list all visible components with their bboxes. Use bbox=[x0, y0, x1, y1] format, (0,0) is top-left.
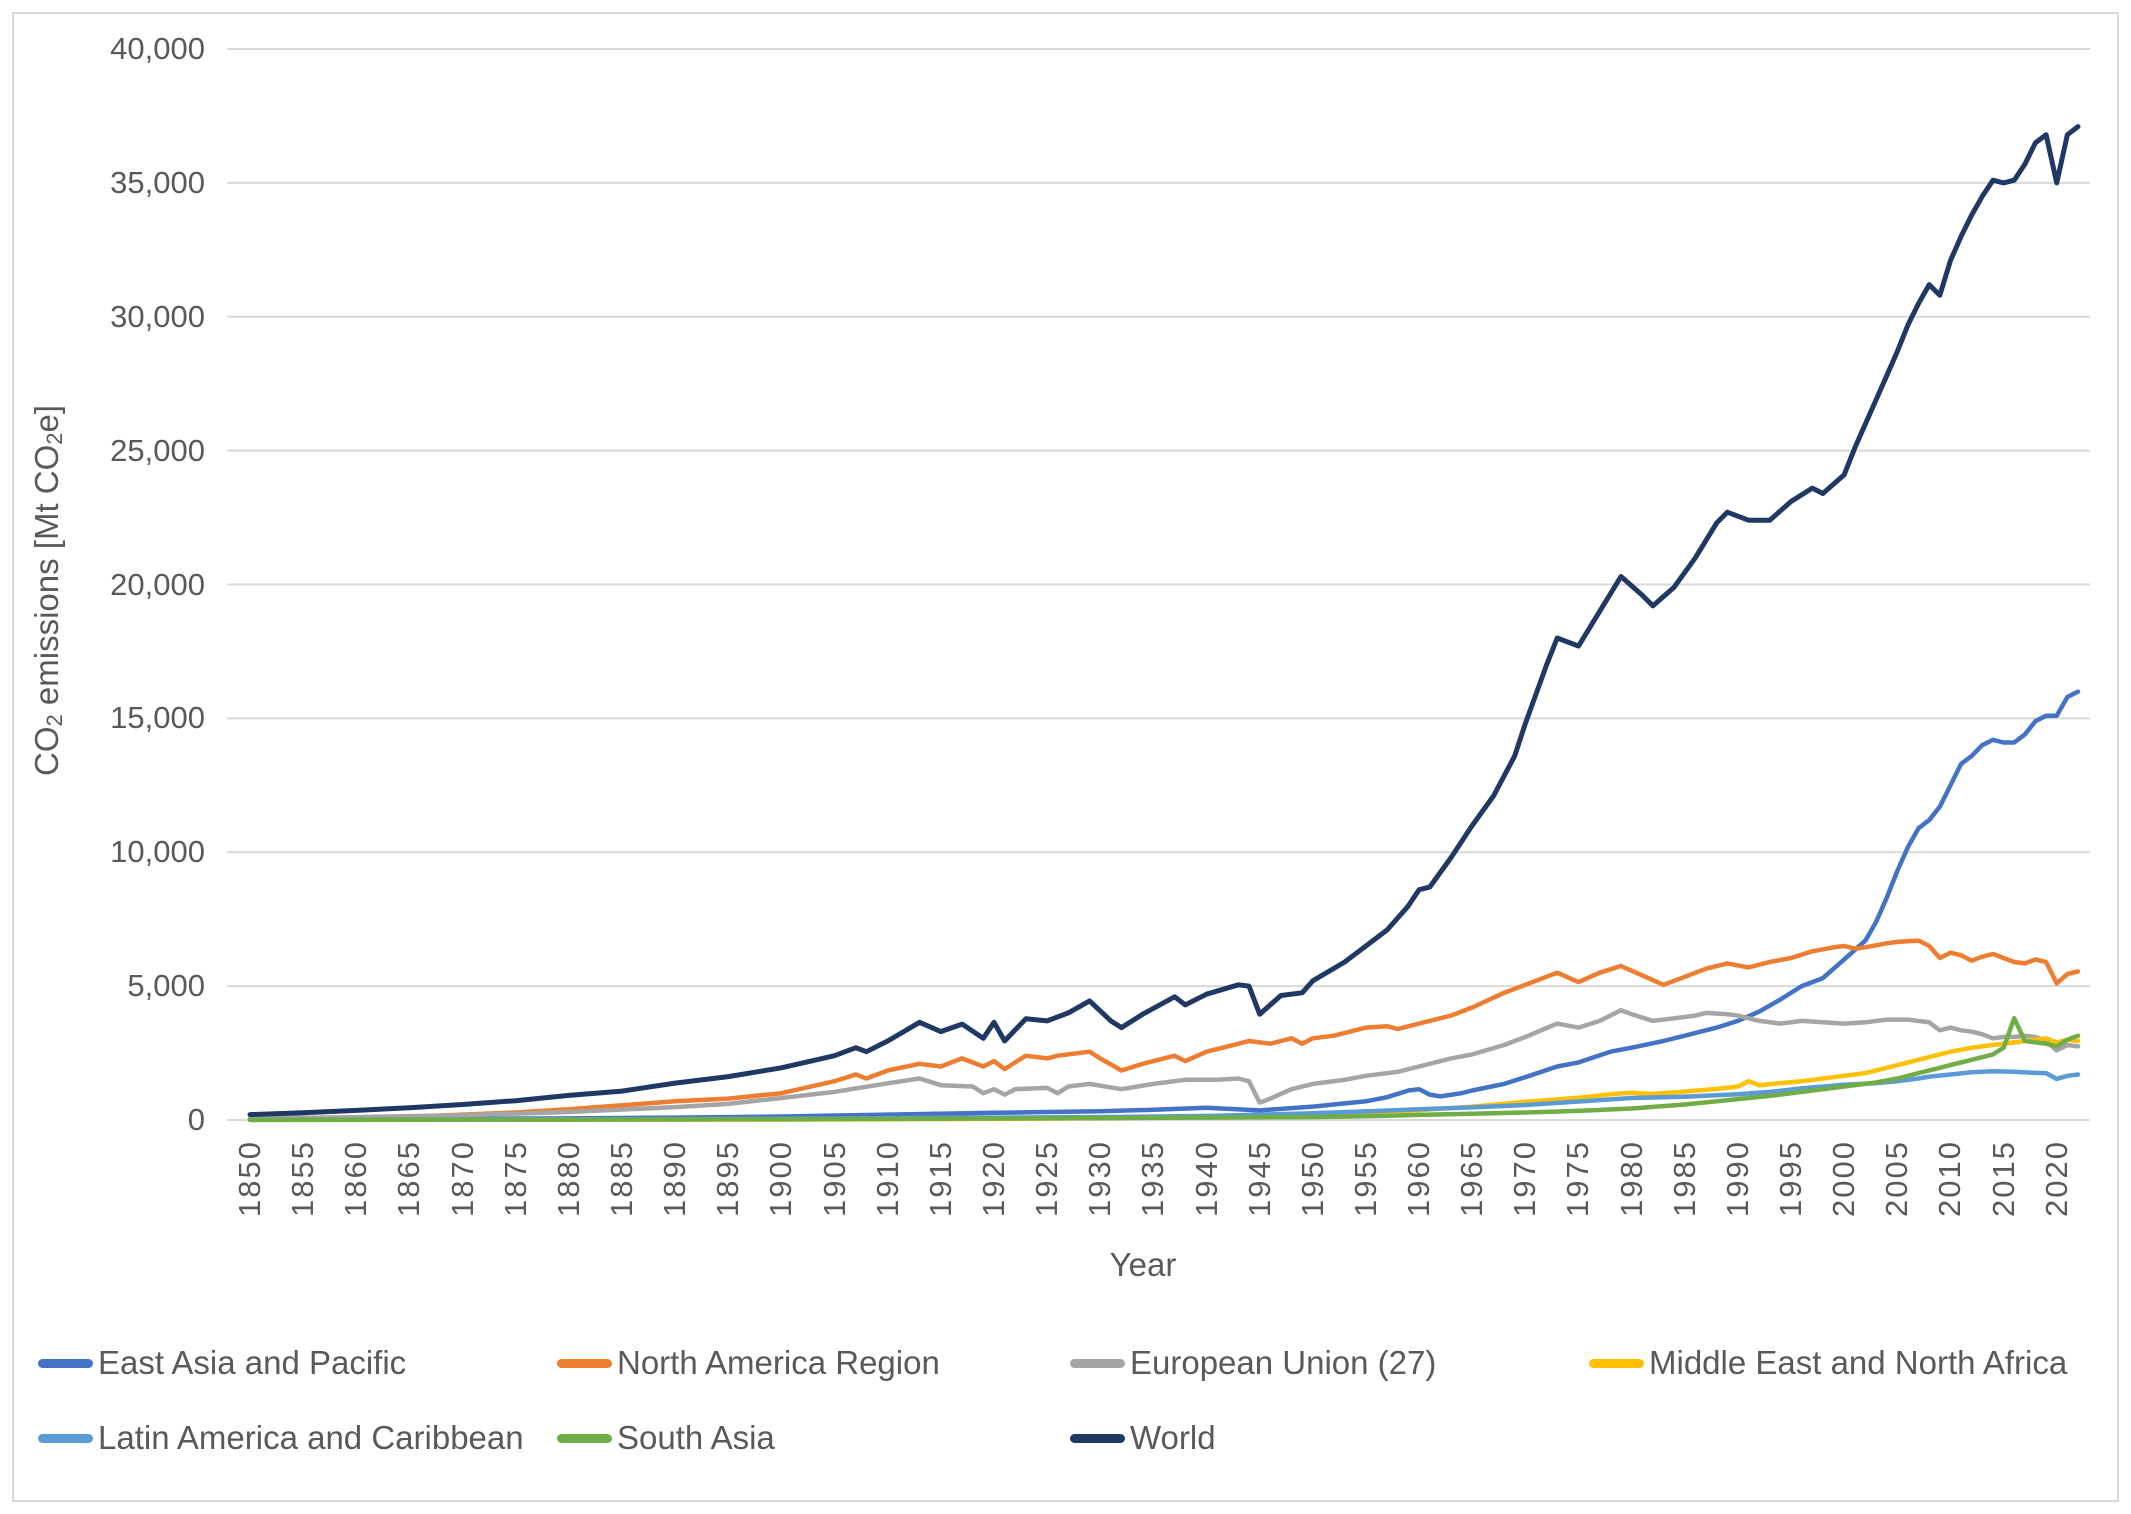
legend-swatch bbox=[1070, 1358, 1125, 1368]
x-tick-label: 1865 bbox=[391, 1140, 426, 1217]
legend-swatch bbox=[1070, 1433, 1125, 1443]
x-tick-label: 1850 bbox=[232, 1140, 267, 1217]
y-tick-label: 10,000 bbox=[110, 834, 205, 869]
x-tick-label: 1990 bbox=[1720, 1140, 1755, 1217]
series-line-south-asia bbox=[247, 1016, 2081, 1123]
x-tick-label: 1900 bbox=[763, 1140, 798, 1217]
legend-item-world: World bbox=[1070, 1416, 1216, 1460]
legend-label: Latin America and Caribbean bbox=[98, 1419, 524, 1456]
y-tick-label: 5,000 bbox=[127, 968, 205, 1003]
x-tick-label: 1925 bbox=[1029, 1140, 1064, 1217]
x-tick-label: 2000 bbox=[1826, 1140, 1861, 1217]
x-tick-label: 2020 bbox=[2039, 1140, 2074, 1217]
series-line-european-union-27- bbox=[247, 1007, 2081, 1121]
x-tick-label: 1910 bbox=[870, 1140, 905, 1217]
x-tick-label: 1870 bbox=[445, 1140, 480, 1217]
x-tick-label: 1965 bbox=[1454, 1140, 1489, 1217]
x-tick-label: 1940 bbox=[1189, 1140, 1224, 1217]
legend-swatch bbox=[1589, 1358, 1644, 1368]
x-tick-label: 1895 bbox=[710, 1140, 745, 1217]
legend-item-north-america-region: North America Region bbox=[557, 1341, 940, 1385]
legend-label: North America Region bbox=[617, 1344, 940, 1381]
x-tick-label: 1950 bbox=[1295, 1140, 1330, 1217]
legend-label: South Asia bbox=[617, 1419, 775, 1456]
x-tick-label: 1875 bbox=[498, 1140, 533, 1217]
legend-label: East Asia and Pacific bbox=[98, 1344, 407, 1381]
x-tick-label: 1860 bbox=[338, 1140, 373, 1217]
legend-item-middle-east-and-north-africa: Middle East and North Africa bbox=[1589, 1341, 2067, 1385]
x-tick-label: 1955 bbox=[1348, 1140, 1383, 1217]
x-tick-label: 1935 bbox=[1135, 1140, 1170, 1217]
legend-label: Middle East and North Africa bbox=[1649, 1344, 2068, 1381]
x-tick-label: 1930 bbox=[1082, 1140, 1117, 1217]
x-tick-label: 1995 bbox=[1773, 1140, 1808, 1217]
y-axis-title-text: CO2 emissions [Mt CO2e] bbox=[28, 404, 67, 776]
x-tick-label: 1890 bbox=[657, 1140, 692, 1217]
chart-border bbox=[12, 12, 2119, 1502]
legend-label: World bbox=[1130, 1419, 1216, 1456]
x-tick-label: 1885 bbox=[604, 1140, 639, 1217]
legend-item-latin-america-and-caribbean: Latin America and Caribbean bbox=[38, 1416, 524, 1460]
series-line-north-america-region bbox=[247, 938, 2081, 1122]
x-tick-label: 1880 bbox=[551, 1140, 586, 1217]
x-tick-label: 1975 bbox=[1560, 1140, 1595, 1217]
y-tick-label: 40,000 bbox=[110, 31, 205, 66]
legend-item-european-union-27-: European Union (27) bbox=[1070, 1341, 1436, 1385]
legend-swatch bbox=[38, 1433, 93, 1443]
legend-swatch bbox=[38, 1358, 93, 1368]
x-tick-label: 1855 bbox=[285, 1140, 320, 1217]
y-tick-label: 20,000 bbox=[110, 567, 205, 602]
x-tick-label: 2015 bbox=[1986, 1140, 2021, 1217]
legend-item-east-asia-and-pacific: East Asia and Pacific bbox=[38, 1341, 406, 1385]
y-tick-label: 25,000 bbox=[110, 433, 205, 468]
x-tick-label: 1985 bbox=[1667, 1140, 1702, 1217]
x-tick-label: 1980 bbox=[1614, 1140, 1649, 1217]
series-line-east-asia-and-pacific bbox=[247, 689, 2081, 1122]
y-tick-label: 15,000 bbox=[110, 700, 205, 735]
legend-swatch bbox=[557, 1433, 612, 1443]
x-tick-label: 1905 bbox=[817, 1140, 852, 1217]
series-line-world bbox=[247, 124, 2081, 1118]
y-axis-title: CO2 emissions [Mt CO2e] bbox=[26, 290, 70, 890]
y-tick-label: 30,000 bbox=[110, 299, 205, 334]
x-tick-label: 1945 bbox=[1242, 1140, 1277, 1217]
x-axis-title: Year bbox=[1109, 1246, 1177, 1283]
x-tick-label: 1970 bbox=[1507, 1140, 1542, 1217]
y-tick-label: 35,000 bbox=[110, 165, 205, 200]
x-tick-label: 1915 bbox=[923, 1140, 958, 1217]
legend-label: European Union (27) bbox=[1130, 1344, 1437, 1381]
x-tick-label: 2005 bbox=[1879, 1140, 1914, 1217]
x-tick-label: 2010 bbox=[1932, 1140, 1967, 1217]
y-tick-label: 0 bbox=[187, 1102, 205, 1137]
x-tick-label: 1920 bbox=[976, 1140, 1011, 1217]
legend-item-south-asia: South Asia bbox=[557, 1416, 775, 1460]
x-tick-label: 1960 bbox=[1401, 1140, 1436, 1217]
legend-swatch bbox=[557, 1358, 612, 1368]
